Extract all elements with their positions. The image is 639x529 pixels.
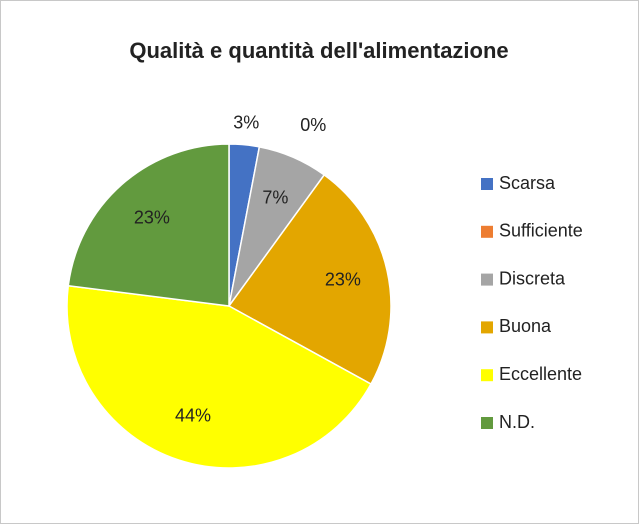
legend-swatch <box>481 321 493 334</box>
data-label: 23% <box>325 269 361 289</box>
pie-slice <box>66 284 372 469</box>
data-label: 3% <box>233 113 259 133</box>
data-label: 44% <box>175 406 211 426</box>
legend-label: Discreta <box>499 268 566 288</box>
legend-label: Scarsa <box>499 173 556 193</box>
data-label: 7% <box>262 188 288 208</box>
legend-swatch <box>481 225 493 238</box>
legend-swatch <box>481 273 493 286</box>
legend-label: Buona <box>499 316 552 336</box>
legend-label: Sufficiente <box>499 221 583 241</box>
pie-slice <box>67 143 230 307</box>
chart-title: Qualità e quantità dell'alimentazione <box>129 38 508 63</box>
data-label: 23% <box>134 207 170 227</box>
legend-swatch <box>481 417 493 429</box>
legend-label: Eccellente <box>499 364 582 384</box>
data-label: 0% <box>300 115 326 135</box>
pie-slice <box>227 173 392 386</box>
legend-label: N.D. <box>499 412 535 432</box>
legend-swatch <box>481 369 493 382</box>
legend-swatch <box>481 178 493 190</box>
